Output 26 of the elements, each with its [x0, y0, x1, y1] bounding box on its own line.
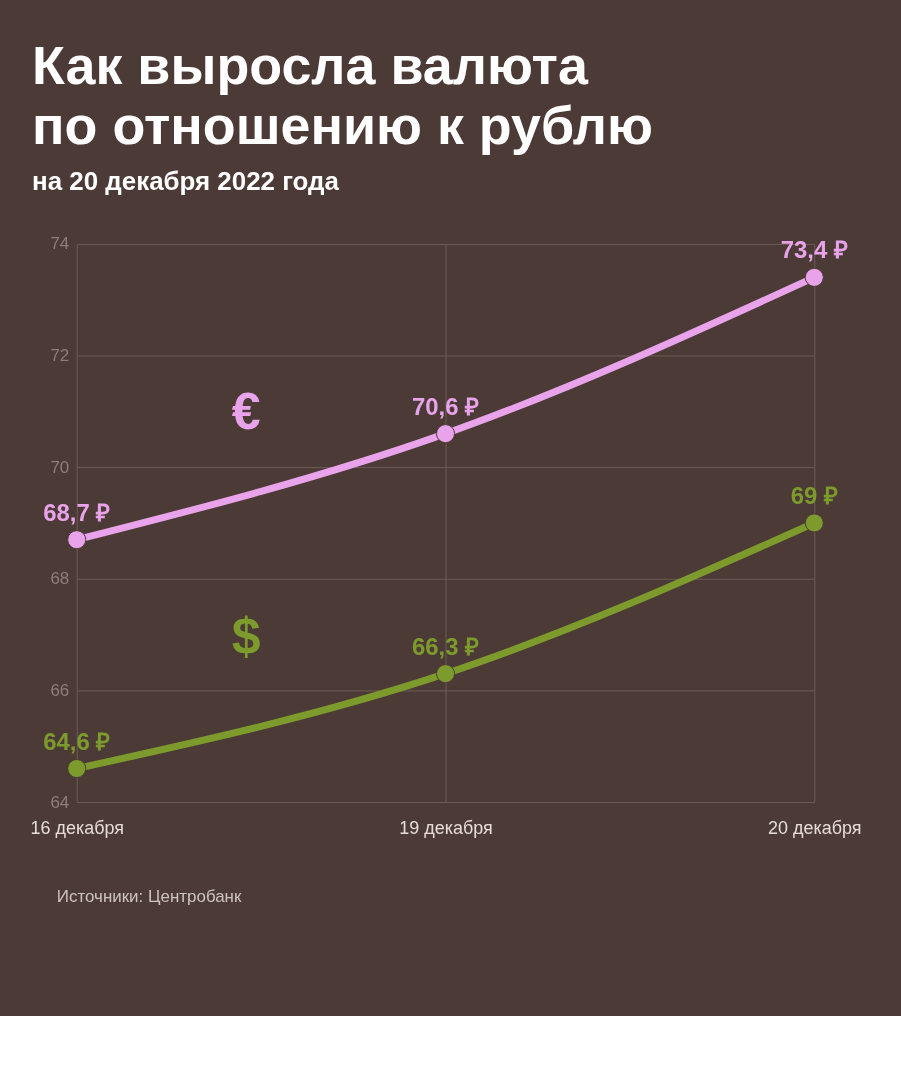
point	[67, 759, 87, 779]
y-tick-label: 74	[50, 234, 70, 254]
series-label: €	[231, 382, 261, 441]
y-tick-label: 72	[50, 345, 70, 365]
x-tick-label: 16 декабря	[30, 818, 124, 839]
y-tick-label: 66	[50, 680, 70, 700]
data-label: 69 ₽	[790, 482, 838, 510]
data-label: 70,6 ₽	[411, 392, 480, 420]
data-label: 64,6 ₽	[43, 727, 111, 755]
x-tick-label: 20 декабря	[768, 818, 862, 839]
data-label: 68,7 ₽	[43, 498, 111, 526]
chart-title: Как выросла валюта по отношению к рублю	[32, 35, 653, 156]
point	[435, 664, 456, 684]
text: Источники: Центробанк	[56, 886, 242, 906]
x-tick-label: 19 декабря	[399, 818, 493, 839]
y-tick-label: 68	[50, 569, 70, 589]
y-tick-label: 64	[50, 792, 70, 812]
data-label: 66,3 ₽	[411, 632, 480, 660]
point	[435, 424, 456, 444]
point	[804, 513, 824, 533]
y-tick-label: 70	[50, 457, 70, 477]
point	[804, 267, 824, 287]
point	[67, 530, 87, 550]
chart-subtitle: на 20 декабря 2022 года	[32, 167, 340, 196]
series-label: $	[231, 606, 261, 665]
data-label: 73,4 ₽	[780, 236, 848, 264]
